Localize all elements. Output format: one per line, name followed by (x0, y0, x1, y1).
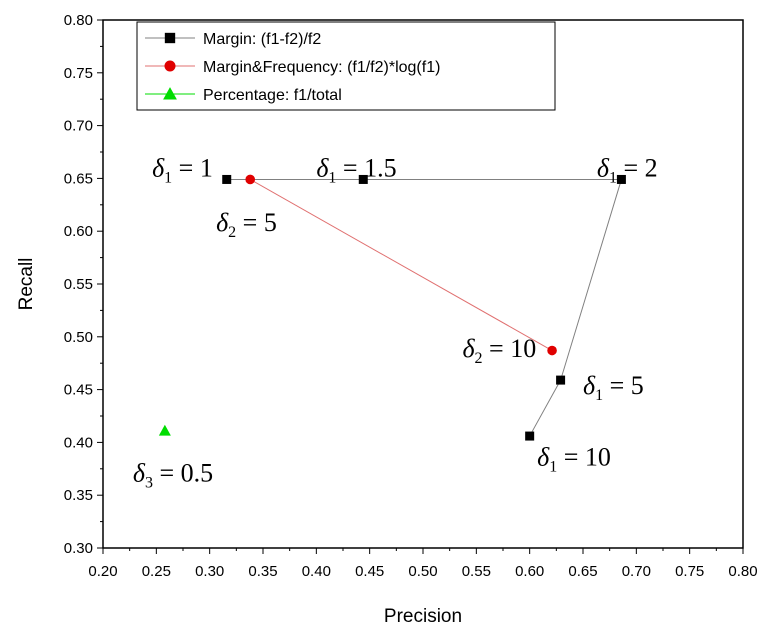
delta-symbol: δ (537, 443, 550, 472)
x-tick-label: 0.35 (248, 563, 277, 580)
y-tick-label: 0.50 (64, 329, 93, 346)
delta-value: = 1 (172, 153, 213, 182)
delta-subscript: 1 (164, 169, 172, 186)
delta-value: = 10 (557, 443, 611, 472)
delta-symbol: δ (583, 371, 596, 400)
x-tick-label: 0.80 (728, 563, 757, 580)
delta-annotation: δ1 = 5 (583, 371, 644, 404)
y-tick-label: 0.35 (64, 487, 93, 504)
delta-value: = 2 (617, 153, 658, 182)
x-tick-label: 0.60 (515, 563, 544, 580)
legend-marker-1 (164, 60, 176, 72)
delta-symbol: δ (216, 208, 229, 237)
delta-annotation: δ1 = 2 (597, 153, 658, 186)
x-tick-label: 0.70 (622, 563, 651, 580)
x-tick-label: 0.65 (568, 563, 597, 580)
legend-box (136, 21, 556, 111)
delta-subscript: 3 (145, 474, 153, 491)
y-tick-label: 0.75 (64, 65, 93, 82)
delta-subscript: 1 (549, 459, 557, 476)
x-axis: 0.20 0.25 0.30 0.35 0.40 0.45 0.50 0.55 0.60 0.65… (88, 548, 758, 580)
x-tick-label: 0.30 (195, 563, 224, 580)
y-axis-title: Recall (16, 258, 37, 311)
series-0-point (556, 375, 566, 385)
series-0-point (525, 431, 535, 441)
series-2-point (158, 424, 171, 436)
series-1-line (249, 179, 553, 351)
x-tick-label: 0.50 (408, 563, 437, 580)
x-tick-label: 0.45 (355, 563, 384, 580)
series-0-point (222, 174, 232, 184)
delta-annotation: δ3 = 0.5 (133, 458, 213, 491)
series-1-point (245, 174, 255, 185)
x-tick-label: 0.20 (88, 563, 117, 580)
delta-subscript: 1 (328, 169, 336, 186)
x-tick-label: 0.40 (302, 563, 331, 580)
delta-annotation: δ2 = 10 (462, 334, 536, 367)
delta-subscript: 1 (609, 169, 617, 186)
delta-symbol: δ (152, 153, 165, 182)
delta-annotation: δ1 = 10 (537, 443, 611, 476)
delta-value: = 5 (236, 208, 277, 237)
y-tick-label: 0.55 (64, 276, 93, 293)
delta-symbol: δ (462, 334, 475, 363)
legend-label-1: Margin&Frequency: (f1/f2)*log(f1) (203, 59, 440, 76)
delta-symbol: δ (133, 458, 146, 487)
series-1-point (547, 345, 557, 356)
delta-symbol: δ (597, 153, 610, 182)
delta-annotation: δ1 = 1.5 (316, 153, 396, 186)
delta-value: = 5 (603, 371, 644, 400)
y-tick-label: 0.60 (64, 223, 93, 240)
y-tick-label: 0.70 (64, 118, 93, 135)
series-points (158, 174, 626, 441)
y-tick-label: 0.40 (64, 434, 93, 451)
y-tick-label: 0.80 (64, 12, 93, 29)
legend-label-0: Margin: (f1-f2)/f2 (203, 31, 321, 48)
delta-annotation: δ2 = 5 (216, 208, 277, 241)
legend: Margin: (f1-f2)/f2 Margin&Frequency: (f1/… (136, 21, 556, 111)
delta-subscript: 2 (228, 224, 236, 241)
series-lines (226, 178, 623, 437)
delta-annotation: δ1 = 1 (152, 153, 213, 186)
x-tick-label: 0.55 (462, 563, 491, 580)
y-tick-label: 0.30 (64, 540, 93, 557)
series-0-point (358, 174, 368, 184)
delta-value: = 0.5 (153, 458, 213, 487)
delta-value: = 1.5 (336, 153, 396, 182)
y-tick-label: 0.45 (64, 382, 93, 399)
series-0-point (616, 174, 626, 184)
x-tick-label: 0.25 (142, 563, 171, 580)
y-axis: 0.30 0.35 0.40 0.45 0.50 0.55 0.60 0.65 0.70 0.75… (64, 12, 103, 557)
delta-subscript: 1 (595, 387, 603, 404)
legend-marker-2 (163, 87, 177, 100)
legend-marker-0 (164, 32, 176, 44)
delta-value: = 10 (483, 334, 537, 363)
y-tick-label: 0.65 (64, 170, 93, 187)
delta-subscript: 2 (475, 350, 483, 367)
delta-symbol: δ (316, 153, 329, 182)
series-0-line (226, 178, 623, 437)
legend-label-2: Percentage: f1/total (203, 87, 342, 104)
x-tick-label: 0.75 (675, 563, 704, 580)
x-axis-title: Precision (384, 606, 462, 627)
